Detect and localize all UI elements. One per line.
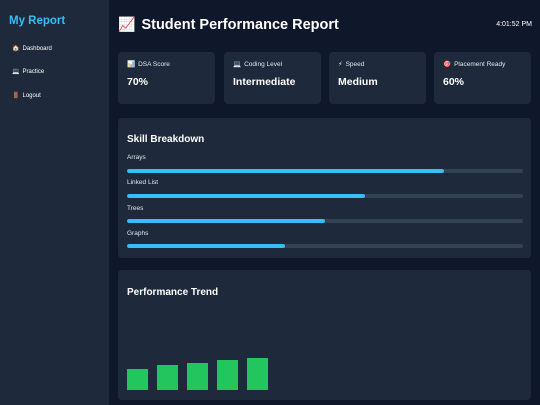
stat-value: 70% <box>127 76 149 88</box>
trend-bar <box>127 369 148 390</box>
stat-value: 60% <box>443 76 465 88</box>
stat-card-placement-ready: 🎯 Placement Ready 60% <box>434 52 531 104</box>
lightning-icon: ⚡ <box>338 61 343 68</box>
trend-bar <box>217 360 238 390</box>
stat-value: Intermediate <box>233 76 296 88</box>
clock-time: 4:01:52 PM <box>496 21 532 28</box>
page-title-text: Student Performance Report <box>141 16 339 33</box>
stat-card-label: ⚡ Speed <box>338 60 365 69</box>
skill-progress-fill <box>127 194 365 198</box>
trend-bar <box>157 365 178 390</box>
trend-bar <box>247 358 268 390</box>
trend-bar <box>187 363 208 390</box>
skill-progress-fill <box>127 169 444 173</box>
stat-label-text: Speed <box>345 60 365 68</box>
sidebar-item-label: Dashboard <box>22 45 52 52</box>
skill-progress-track <box>127 244 523 248</box>
page-title: 📈 Student Performance Report <box>118 16 339 33</box>
stat-label-text: DSA Score <box>138 60 170 68</box>
stat-card-speed: ⚡ Speed Medium <box>329 52 426 104</box>
sidebar-item-label: Logout <box>22 92 41 99</box>
skill-progress-track <box>127 194 523 198</box>
stat-label-text: Placement Ready <box>454 60 506 68</box>
main-content: 📈 Student Performance Report 4:01:52 PM … <box>109 0 540 405</box>
performance-trend-panel: Performance Trend <box>118 270 531 400</box>
stat-label-text: Coding Level <box>244 60 283 68</box>
skill-progress-track <box>127 219 523 223</box>
skill-progress-track <box>127 169 523 173</box>
stat-card-label: 🎯 Placement Ready <box>443 60 506 69</box>
sidebar-item-label: Practice <box>22 68 45 75</box>
target-icon: 🎯 <box>443 61 452 68</box>
skill-progress-fill <box>127 219 325 223</box>
sidebar-item-dashboard[interactable]: 🏠 Dashboard <box>12 45 52 53</box>
skill-label-linked-list: Linked List <box>127 179 159 186</box>
house-icon: 🏠 <box>12 46 20 52</box>
skill-label-trees: Trees <box>127 205 144 212</box>
brand-title: My Report <box>9 15 66 27</box>
skill-label-graphs: Graphs <box>127 230 149 237</box>
stat-card-label: 💻 Coding Level <box>233 60 283 69</box>
skill-breakdown-panel: Skill Breakdown Arrays Linked List Trees… <box>118 118 531 258</box>
panel-title: Performance Trend <box>127 287 219 298</box>
sidebar: My Report 🏠 Dashboard 💻 Practice 🚪 Logou… <box>0 0 109 405</box>
skill-progress-fill <box>127 244 286 248</box>
chart-increasing-icon: 📈 <box>118 16 136 32</box>
laptop-icon: 💻 <box>233 61 242 68</box>
stat-card-dsa-score: 📊 DSA Score 70% <box>118 52 215 104</box>
sidebar-item-practice[interactable]: 💻 Practice <box>12 68 45 76</box>
skill-label-arrays: Arrays <box>127 154 146 161</box>
door-icon: 🚪 <box>12 93 20 99</box>
stat-card-label: 📊 DSA Score <box>127 60 170 69</box>
trend-bar-chart <box>127 330 427 390</box>
bar-chart-icon: 📊 <box>127 61 136 68</box>
laptop-icon: 💻 <box>12 69 20 75</box>
sidebar-item-logout[interactable]: 🚪 Logout <box>12 92 41 100</box>
stat-card-coding-level: 💻 Coding Level Intermediate <box>224 52 321 104</box>
stat-value: Medium <box>338 76 378 88</box>
panel-title: Skill Breakdown <box>127 134 205 145</box>
